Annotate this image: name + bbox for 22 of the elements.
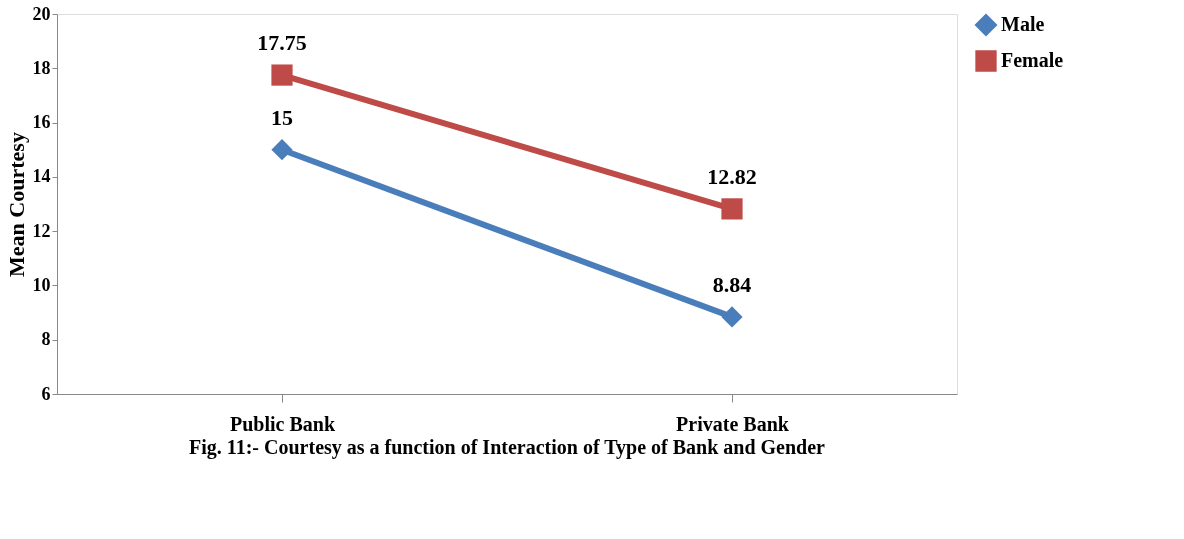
data-label: 12.82 — [707, 163, 757, 189]
data-label: 17.75 — [257, 30, 307, 56]
point — [721, 198, 743, 220]
data-label: 8.84 — [712, 271, 752, 297]
y-axis-title: Mean Courtesy — [3, 132, 29, 277]
y-tick-label: 14 — [32, 166, 51, 187]
x-tick-label: Public Bank — [229, 412, 336, 435]
legend-label: Male — [1001, 13, 1045, 35]
x-tick-label: Private Bank — [676, 412, 790, 435]
y-tick-label: 8 — [41, 329, 51, 350]
data-label: 15 — [271, 104, 293, 130]
y-tick-label: 18 — [32, 57, 51, 78]
y-tick-label: 10 — [32, 274, 51, 295]
legend-label: Female — [1001, 49, 1064, 71]
y-tick-label: 16 — [32, 112, 51, 133]
text: Fig. 11:- Courtesy as a function of Interaction of Type of Bank and Gender — [189, 436, 826, 459]
point — [271, 64, 293, 86]
y-tick-label: 20 — [32, 3, 51, 24]
point — [271, 139, 293, 161]
y-tick-label: 6 — [41, 383, 51, 404]
point — [721, 306, 743, 328]
y-tick-label: 12 — [32, 220, 51, 241]
